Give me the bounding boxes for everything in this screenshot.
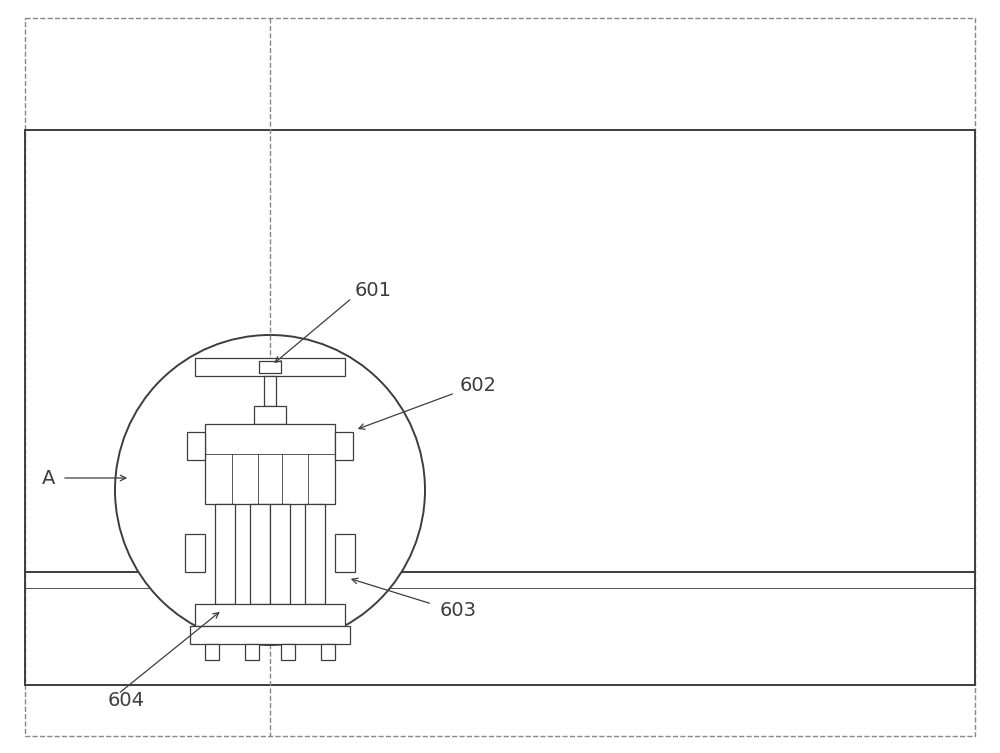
Text: A: A [42, 468, 55, 487]
Bar [281, 644, 295, 660]
Bar [205, 644, 219, 660]
Bar [305, 504, 325, 604]
Text: 601: 601 [355, 281, 392, 300]
Bar [195, 358, 345, 376]
Bar [270, 504, 290, 604]
Bar [190, 626, 350, 644]
Bar [245, 644, 259, 660]
Bar [215, 504, 235, 604]
Bar [195, 604, 345, 626]
Text: 603: 603 [440, 600, 477, 620]
Bar [250, 504, 270, 604]
Bar [321, 644, 335, 660]
Bar [335, 432, 353, 460]
Text: 604: 604 [108, 691, 145, 709]
Bar [335, 534, 355, 572]
Bar [259, 361, 281, 373]
Bar [185, 534, 205, 572]
Bar [254, 406, 286, 424]
Bar [187, 432, 205, 460]
Circle shape [115, 335, 425, 645]
Bar [25, 130, 975, 685]
Bar [264, 376, 276, 406]
Text: 602: 602 [460, 376, 497, 395]
Bar [205, 424, 335, 504]
